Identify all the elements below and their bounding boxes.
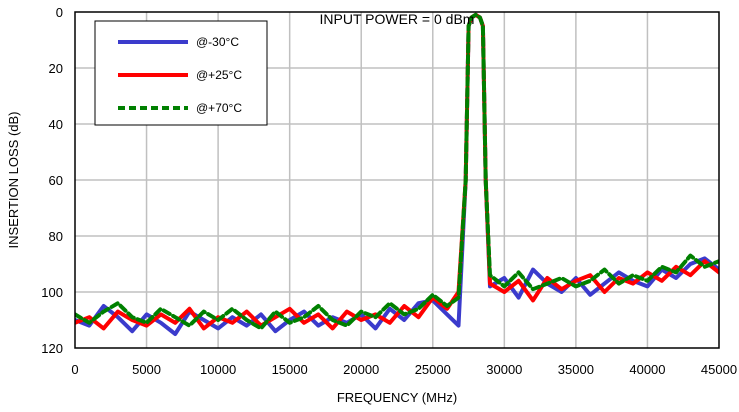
x-tick-label: 25000: [415, 362, 451, 377]
chart-title: INPUT POWER = 0 dBm: [320, 11, 475, 27]
series-group: [75, 12, 719, 336]
x-tick-labels: 0 5000 10000 15000 20000 25000 30000 35000 40000…: [71, 362, 737, 377]
x-tick-label: 20000: [343, 362, 379, 377]
x-axis-label: FREQUENCY (MHz): [337, 390, 457, 405]
legend: @-30°C @+25°C @+70°C: [94, 20, 268, 126]
x-tick-label: 10000: [200, 362, 236, 377]
y-tick-label: 100: [41, 285, 63, 300]
x-tick-label: 30000: [486, 362, 522, 377]
y-axis-label: INSERTION LOSS (dB): [6, 111, 21, 248]
y-tick-label: 40: [49, 117, 63, 132]
y-tick-labels: 0 20 40 60 80 100 120: [41, 5, 63, 356]
x-tick-label: 45000: [701, 362, 737, 377]
y-tick-label: 20: [49, 61, 63, 76]
plot-frame: [74, 11, 720, 349]
y-tick-label: 120: [41, 341, 63, 356]
x-tick-label: 0: [71, 362, 78, 377]
y-tick-label: 80: [49, 229, 63, 244]
x-tick-label: 35000: [558, 362, 594, 377]
legend-label-2: @+25°C: [196, 68, 242, 82]
legend-label-3: @+70°C: [196, 101, 242, 115]
y-tick-label: 0: [56, 5, 63, 20]
legend-label-1: @-30°C: [196, 35, 239, 49]
x-tick-label: 5000: [132, 362, 161, 377]
x-tick-label: 15000: [272, 362, 308, 377]
x-tick-label: 40000: [629, 362, 665, 377]
series-line-3: [75, 12, 719, 331]
y-tick-label: 60: [49, 173, 63, 188]
